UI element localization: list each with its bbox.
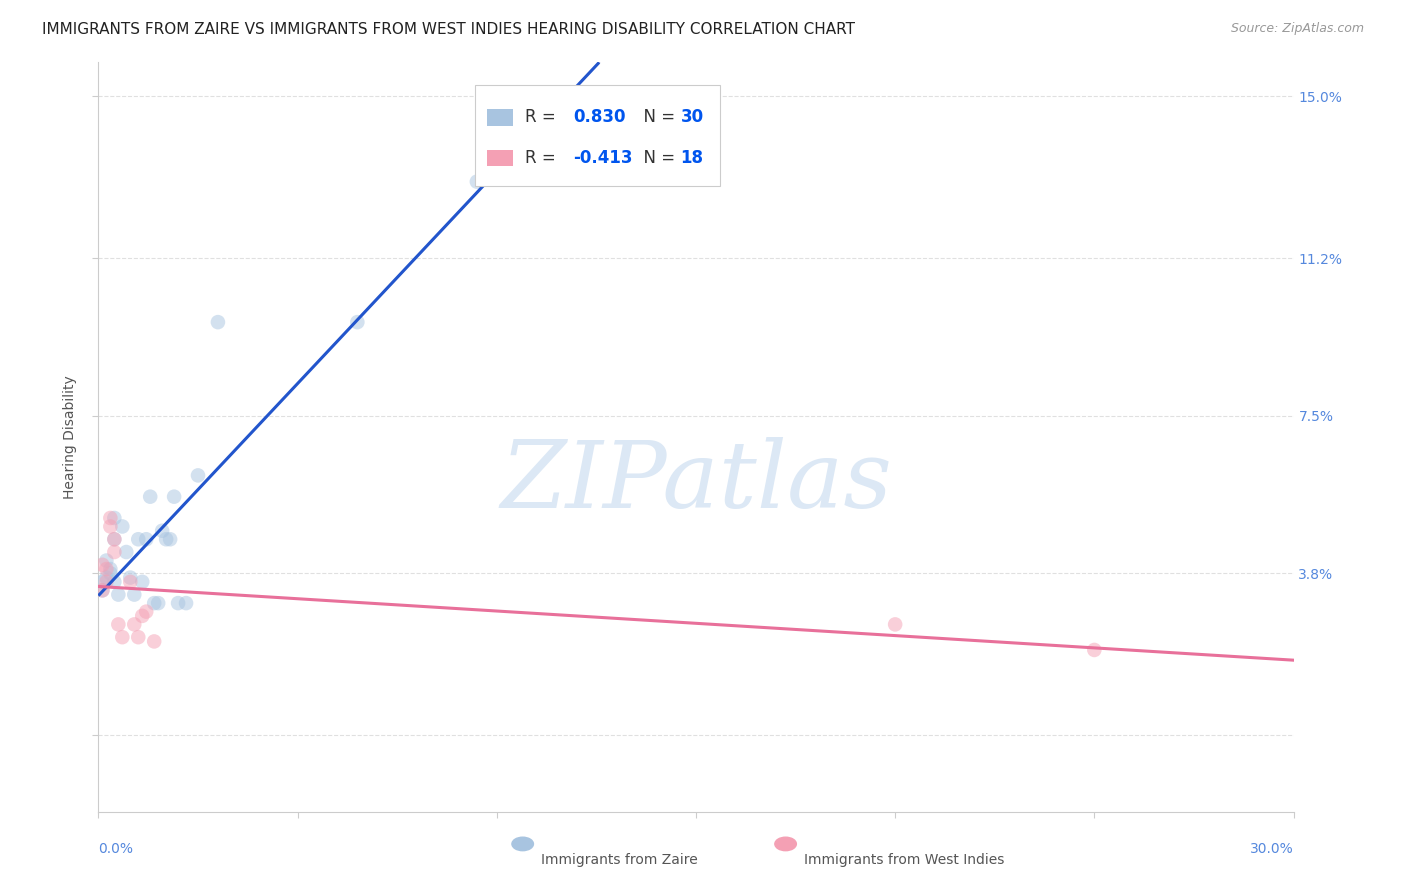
Text: 0.0%: 0.0% bbox=[98, 842, 134, 856]
Point bbox=[167, 596, 190, 610]
Text: Source: ZipAtlas.com: Source: ZipAtlas.com bbox=[1230, 22, 1364, 36]
Point bbox=[884, 617, 907, 632]
Point bbox=[96, 574, 118, 589]
Text: 18: 18 bbox=[681, 149, 703, 167]
Point bbox=[163, 490, 186, 504]
Point bbox=[96, 562, 118, 576]
Point bbox=[127, 533, 149, 547]
Point bbox=[91, 583, 114, 598]
FancyBboxPatch shape bbox=[486, 150, 513, 166]
Point bbox=[96, 571, 118, 585]
Point bbox=[111, 630, 134, 644]
Point bbox=[148, 596, 170, 610]
Point bbox=[135, 605, 157, 619]
Point bbox=[124, 588, 146, 602]
Point bbox=[98, 566, 122, 581]
Text: N =: N = bbox=[633, 149, 681, 167]
Circle shape bbox=[775, 838, 796, 851]
Point bbox=[120, 571, 142, 585]
Text: 0.830: 0.830 bbox=[572, 108, 626, 127]
Point bbox=[103, 533, 125, 547]
Circle shape bbox=[512, 838, 533, 851]
Point bbox=[155, 533, 177, 547]
Point bbox=[207, 315, 229, 329]
Point bbox=[103, 533, 125, 547]
Point bbox=[103, 511, 125, 525]
Text: 30.0%: 30.0% bbox=[1250, 842, 1294, 856]
Point bbox=[91, 574, 114, 589]
Text: ZIPatlas: ZIPatlas bbox=[501, 437, 891, 527]
Point bbox=[120, 574, 142, 589]
Point bbox=[174, 596, 197, 610]
Point bbox=[103, 545, 125, 559]
Point bbox=[91, 558, 114, 572]
Point bbox=[150, 524, 173, 538]
Point bbox=[107, 588, 129, 602]
FancyBboxPatch shape bbox=[486, 109, 513, 126]
Text: IMMIGRANTS FROM ZAIRE VS IMMIGRANTS FROM WEST INDIES HEARING DISABILITY CORRELAT: IMMIGRANTS FROM ZAIRE VS IMMIGRANTS FROM… bbox=[42, 22, 855, 37]
Point bbox=[135, 533, 157, 547]
Point bbox=[124, 617, 146, 632]
Point bbox=[1083, 643, 1105, 657]
Point bbox=[96, 553, 118, 567]
Point bbox=[111, 519, 134, 533]
Point bbox=[107, 617, 129, 632]
FancyBboxPatch shape bbox=[475, 85, 720, 186]
Point bbox=[98, 519, 122, 533]
Point bbox=[139, 490, 162, 504]
Text: Immigrants from Zaire: Immigrants from Zaire bbox=[541, 853, 697, 867]
Point bbox=[143, 634, 166, 648]
Text: N =: N = bbox=[633, 108, 681, 127]
Point bbox=[115, 545, 138, 559]
Text: R =: R = bbox=[524, 149, 561, 167]
Point bbox=[98, 511, 122, 525]
Text: 30: 30 bbox=[681, 108, 703, 127]
Point bbox=[143, 596, 166, 610]
Point bbox=[131, 608, 153, 623]
Point bbox=[465, 175, 488, 189]
Point bbox=[127, 630, 149, 644]
Text: -0.413: -0.413 bbox=[572, 149, 633, 167]
Point bbox=[187, 468, 209, 483]
Point bbox=[346, 315, 368, 329]
Point bbox=[98, 562, 122, 576]
Point bbox=[91, 583, 114, 598]
Point bbox=[159, 533, 181, 547]
Text: Immigrants from West Indies: Immigrants from West Indies bbox=[804, 853, 1004, 867]
Text: R =: R = bbox=[524, 108, 561, 127]
Point bbox=[103, 574, 125, 589]
Point bbox=[131, 574, 153, 589]
Y-axis label: Hearing Disability: Hearing Disability bbox=[63, 376, 77, 499]
